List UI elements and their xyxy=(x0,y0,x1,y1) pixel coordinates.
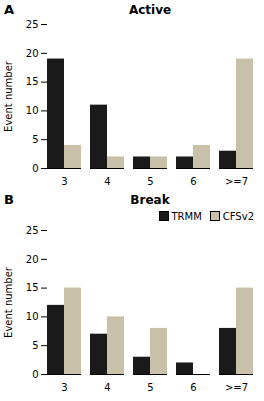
svg-text:Event number: Event number xyxy=(3,60,14,132)
svg-text:20: 20 xyxy=(26,48,39,59)
svg-text:>=7: >=7 xyxy=(225,382,248,393)
svg-text:10: 10 xyxy=(26,105,39,116)
html-text:Break: Break xyxy=(130,193,170,207)
svg-text:6: 6 xyxy=(190,176,196,187)
html-text:Active: Active xyxy=(128,3,172,17)
svg-text:3: 3 xyxy=(61,382,67,393)
html-text:B: B xyxy=(4,192,14,207)
svg-text:5: 5 xyxy=(32,134,38,145)
svg-text:15: 15 xyxy=(26,76,39,87)
svg-text:4: 4 xyxy=(104,176,110,187)
svg-text:4: 4 xyxy=(104,382,110,393)
svg-text:25: 25 xyxy=(26,19,39,30)
svg-text:0: 0 xyxy=(32,163,38,174)
svg-text:Event number: Event number xyxy=(3,266,14,338)
svg-text:6: 6 xyxy=(190,382,196,393)
svg-text:10: 10 xyxy=(26,311,39,322)
svg-text:15: 15 xyxy=(26,282,39,293)
svg-text:5: 5 xyxy=(147,382,153,393)
svg-text:25: 25 xyxy=(26,225,39,236)
svg-text:3: 3 xyxy=(61,176,67,187)
svg-text:>=7: >=7 xyxy=(225,176,248,187)
html-text:A: A xyxy=(4,2,15,17)
svg-text:20: 20 xyxy=(26,254,39,265)
html-text:CFSv2: CFSv2 xyxy=(222,210,254,222)
svg-text:0: 0 xyxy=(32,369,38,380)
html-text:TRMM: TRMM xyxy=(171,210,202,222)
svg-text:5: 5 xyxy=(32,340,38,351)
svg-text:5: 5 xyxy=(147,176,153,187)
